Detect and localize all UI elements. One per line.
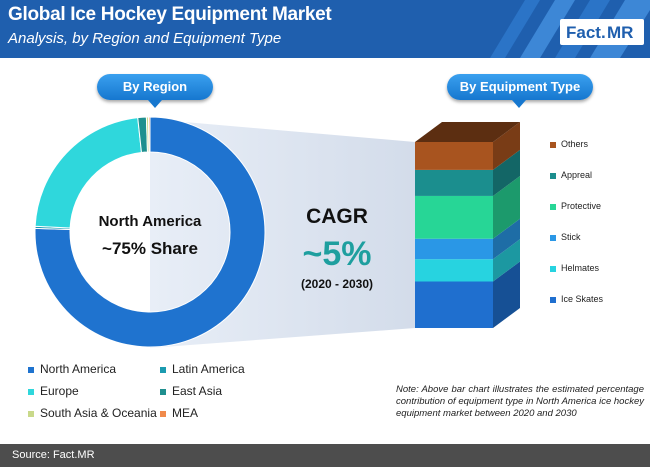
pill-by-region-pointer <box>148 100 162 108</box>
factmr-logo: Fact. MR <box>560 19 644 45</box>
equipment-legend-item-helmates: Helmates <box>550 263 599 273</box>
legend-label: North America <box>40 362 117 376</box>
stack-segment-side-ice-skates <box>493 261 520 328</box>
legend-swatch <box>550 203 556 210</box>
legend-label: Helmates <box>561 263 600 273</box>
legend-item-south-asia-oceania: South Asia & Oceania <box>28 406 157 420</box>
legend-label: Protective <box>561 201 602 211</box>
cagr-value: ~5% <box>303 235 372 273</box>
legend-swatch <box>160 410 166 417</box>
cagr-period: (2020 - 2030) <box>301 277 373 291</box>
source-footer: Source: Fact.MR <box>0 444 650 467</box>
equipment-legend-item-appreal: Appreal <box>550 170 592 180</box>
legend-label: MEA <box>172 406 199 420</box>
region-donut-chart <box>34 116 266 348</box>
legend-swatch <box>160 366 166 373</box>
stack-segment-helmates <box>415 259 493 282</box>
legend-swatch <box>160 388 166 395</box>
header-banner: Global Ice Hockey Equipment Market Analy… <box>0 0 650 58</box>
donut-center-label: North America <box>99 213 202 230</box>
legend-swatch <box>28 410 34 417</box>
pill-by-equipment-type: By Equipment Type <box>447 74 593 100</box>
legend-item-latin-america: Latin America <box>160 362 245 376</box>
legend-swatch <box>550 141 556 148</box>
legend-swatch <box>550 265 556 272</box>
legend-label: Others <box>561 139 589 149</box>
stack-segment-others <box>415 142 493 170</box>
equipment-legend-item-protective: Protective <box>550 201 601 211</box>
stack-segment-protective <box>415 195 493 239</box>
donut-center-share: ~75% Share <box>102 239 198 258</box>
equipment-stacked-bar <box>415 122 520 328</box>
stack-segment-side-stick <box>493 218 520 260</box>
legend-label: Latin America <box>172 362 245 376</box>
legend-label: Europe <box>40 384 79 398</box>
legend-item-north-america: North America <box>28 362 116 376</box>
legend-swatch <box>550 234 556 241</box>
chart-note: Note: Above bar chart illustrates the es… <box>396 384 644 419</box>
stack-segment-side-helmates <box>493 239 520 282</box>
legend-label: Appreal <box>561 170 593 180</box>
stack-segment-side-appreal <box>493 149 520 196</box>
legend-item-east-asia: East Asia <box>160 384 222 398</box>
donut-slice-europe <box>34 117 143 229</box>
pill-by-region: By Region <box>97 74 213 100</box>
legend-item-mea: MEA <box>160 406 198 420</box>
equipment-legend-item-ice-skates: Ice Skates <box>550 294 603 304</box>
source-text: Source: Fact.MR <box>12 449 95 461</box>
legend-item-europe: Europe <box>28 384 79 398</box>
legend-label: South Asia & Oceania <box>40 406 157 420</box>
page-title: Global Ice Hockey Equipment Market <box>8 4 332 25</box>
stack-segment-side-protective <box>493 175 520 239</box>
legend-swatch <box>28 388 34 395</box>
donut-slice-north-america <box>34 116 266 348</box>
stack-segment-appreal <box>415 169 493 196</box>
stack-top-face <box>415 122 520 142</box>
cagr-label: CAGR <box>306 205 368 228</box>
legend-label: Stick <box>561 232 581 242</box>
logo-text-right: MR <box>607 23 633 42</box>
legend-swatch <box>28 366 34 373</box>
stack-segment-side-others <box>493 122 520 170</box>
legend-label: Ice Skates <box>561 294 604 304</box>
equipment-legend-item-stick: Stick <box>550 232 581 242</box>
stack-segment-ice-skates <box>415 281 493 328</box>
legend-label: East Asia <box>172 384 223 398</box>
pill-by-equipment-pointer <box>512 100 526 108</box>
logo-text-left: Fact. <box>566 23 606 42</box>
legend-swatch <box>550 172 556 179</box>
page-subtitle: Analysis, by Region and Equipment Type <box>8 30 282 47</box>
stack-segment-stick <box>415 238 493 260</box>
donut-slice-mea <box>148 116 151 153</box>
legend-swatch <box>550 296 556 303</box>
equipment-legend-item-others: Others <box>550 139 588 149</box>
